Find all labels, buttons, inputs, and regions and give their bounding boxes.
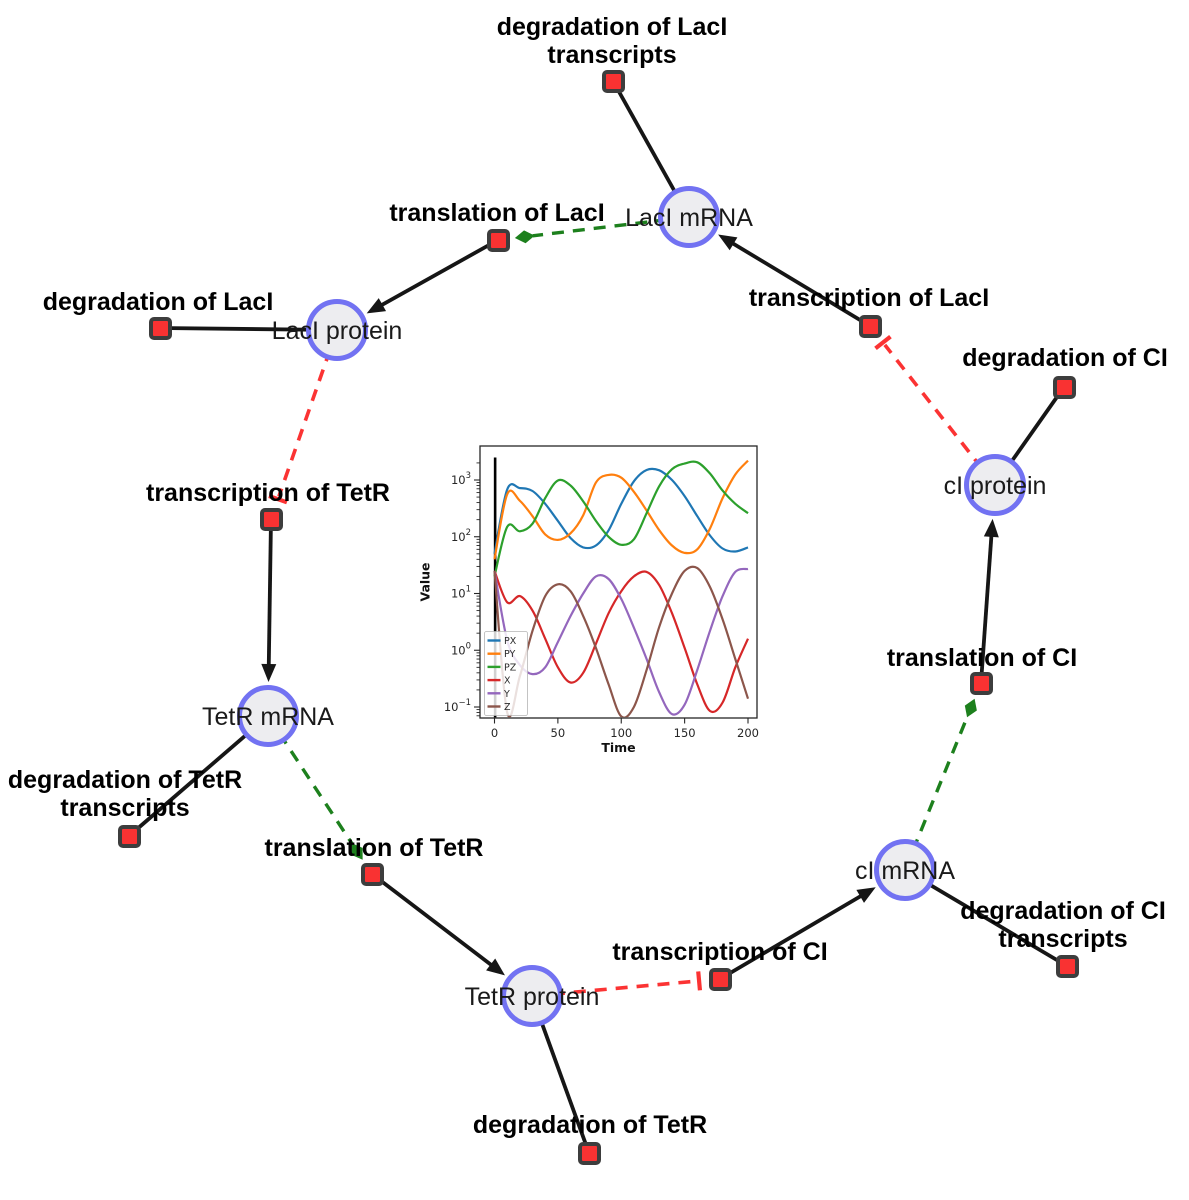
species-ci_prot[interactable] bbox=[964, 454, 1026, 516]
legend-entry-Z: Z bbox=[504, 702, 511, 713]
reaction-deg_tetr_tx[interactable] bbox=[117, 824, 141, 848]
label-laci_mrna: LacI mRNA bbox=[625, 204, 753, 232]
svg-text:100: 100 bbox=[610, 726, 632, 740]
label-ci_prot: cI protein bbox=[943, 472, 1047, 500]
label-deg_ci: degradation of CI bbox=[962, 344, 1168, 372]
label-deg_laci: degradation of LacI bbox=[42, 288, 274, 316]
label-deg_tetr: degradation of TetR bbox=[472, 1111, 708, 1139]
label-tetr_prot: TetR protein bbox=[464, 983, 600, 1011]
label-transl_ci: translation of CI bbox=[886, 644, 1078, 672]
species-tetr_mrna[interactable] bbox=[237, 685, 299, 747]
svg-text:50: 50 bbox=[551, 726, 566, 740]
reaction-transl_tetr[interactable] bbox=[360, 862, 384, 886]
species-tetr_prot[interactable] bbox=[501, 965, 563, 1027]
svg-text:150: 150 bbox=[674, 726, 696, 740]
label-deg_laci_tx: degradation of LacI transcripts bbox=[496, 13, 728, 69]
label-tetr_mrna: TetR mRNA bbox=[202, 703, 334, 731]
reaction-transl_ci[interactable] bbox=[969, 671, 993, 695]
reaction-deg_tetr[interactable] bbox=[577, 1141, 601, 1165]
reaction-deg_laci[interactable] bbox=[148, 316, 172, 340]
svg-text:102: 102 bbox=[451, 528, 471, 544]
reaction-txn_laci[interactable] bbox=[858, 314, 882, 338]
label-transl_tetr: translation of TetR bbox=[264, 834, 484, 862]
reaction-transl_laci[interactable] bbox=[486, 228, 510, 252]
reaction-deg_ci_tx[interactable] bbox=[1055, 954, 1079, 978]
label-txn_ci: transcription of CI bbox=[612, 938, 828, 966]
label-deg_ci_tx: degradation of CI transcripts bbox=[960, 897, 1166, 953]
edge-txn_laci-laci_mrna bbox=[718, 234, 871, 328]
edge-transl_tetr-tetr_prot bbox=[370, 872, 505, 976]
reaction-deg_laci_tx[interactable] bbox=[601, 69, 625, 93]
edge-ci_mrna-deg_ci_tx bbox=[904, 868, 1068, 968]
svg-text:101: 101 bbox=[451, 585, 471, 601]
svg-text:100: 100 bbox=[451, 641, 471, 657]
species-laci_prot[interactable] bbox=[306, 299, 368, 361]
label-transl_laci: translation of LacI bbox=[389, 199, 605, 227]
label-laci_prot: LacI protein bbox=[271, 317, 403, 345]
edge-txn_ci-ci_mrna bbox=[719, 887, 876, 981]
edge-transl_laci-laci_prot bbox=[366, 238, 499, 314]
label-txn_laci: transcription of LacI bbox=[748, 284, 990, 312]
time-series-inset: 0 50 100 150 20010−1100101102103TimeValuePXP… bbox=[418, 445, 759, 755]
plot-series-PZ bbox=[493, 460, 749, 577]
label-txn_tetr: transcription of TetR bbox=[146, 479, 390, 507]
species-laci_mrna[interactable] bbox=[658, 186, 720, 248]
legend-entry-PZ: PZ bbox=[504, 662, 517, 673]
reaction-txn_ci[interactable] bbox=[708, 967, 732, 991]
species-ci_mrna[interactable] bbox=[874, 839, 936, 901]
svg-text:10−1: 10−1 bbox=[444, 698, 471, 714]
reaction-txn_tetr[interactable] bbox=[259, 507, 283, 531]
edge-transl_ci-ci_prot bbox=[979, 518, 999, 684]
svg-text:200: 200 bbox=[737, 726, 759, 740]
legend-entry-X: X bbox=[504, 676, 511, 687]
x-axis-label: Time bbox=[601, 740, 635, 755]
plot-legend: PX PY PZ XYZ bbox=[484, 631, 528, 716]
y-axis-label: Value bbox=[418, 562, 433, 601]
reaction-deg_ci[interactable] bbox=[1052, 375, 1076, 399]
plot-series-PX bbox=[493, 467, 749, 555]
svg-text:103: 103 bbox=[451, 471, 471, 487]
legend-entry-PY: PY bbox=[504, 649, 516, 660]
plot-series-Y bbox=[493, 567, 749, 716]
edge-txn_tetr-tetr_mrna bbox=[261, 518, 277, 683]
legend-entry-PX: PX bbox=[504, 636, 517, 647]
label-ci_mrna: cI mRNA bbox=[855, 857, 955, 885]
label-deg_tetr_tx: degradation of TetR transcripts bbox=[7, 766, 243, 822]
svg-text:0: 0 bbox=[491, 726, 498, 740]
legend-entry-Y: Y bbox=[503, 689, 510, 700]
plot-series-Z bbox=[493, 565, 750, 718]
